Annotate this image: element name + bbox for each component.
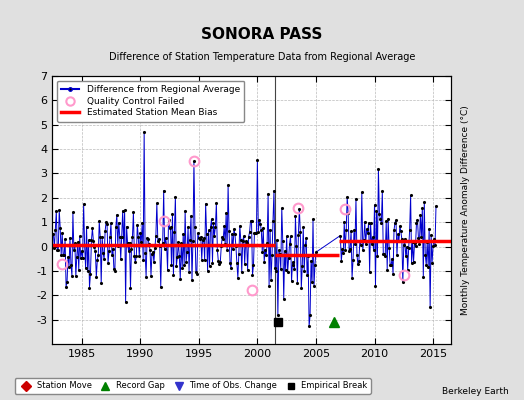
Text: SONORA PASS: SONORA PASS bbox=[201, 27, 323, 42]
Legend: Station Move, Record Gap, Time of Obs. Change, Empirical Break: Station Move, Record Gap, Time of Obs. C… bbox=[15, 378, 371, 394]
Text: Difference of Station Temperature Data from Regional Average: Difference of Station Temperature Data f… bbox=[109, 52, 415, 62]
Y-axis label: Monthly Temperature Anomaly Difference (°C): Monthly Temperature Anomaly Difference (… bbox=[461, 105, 470, 315]
Legend: Difference from Regional Average, Quality Control Failed, Estimated Station Mean: Difference from Regional Average, Qualit… bbox=[57, 80, 245, 122]
Text: Berkeley Earth: Berkeley Earth bbox=[442, 387, 508, 396]
